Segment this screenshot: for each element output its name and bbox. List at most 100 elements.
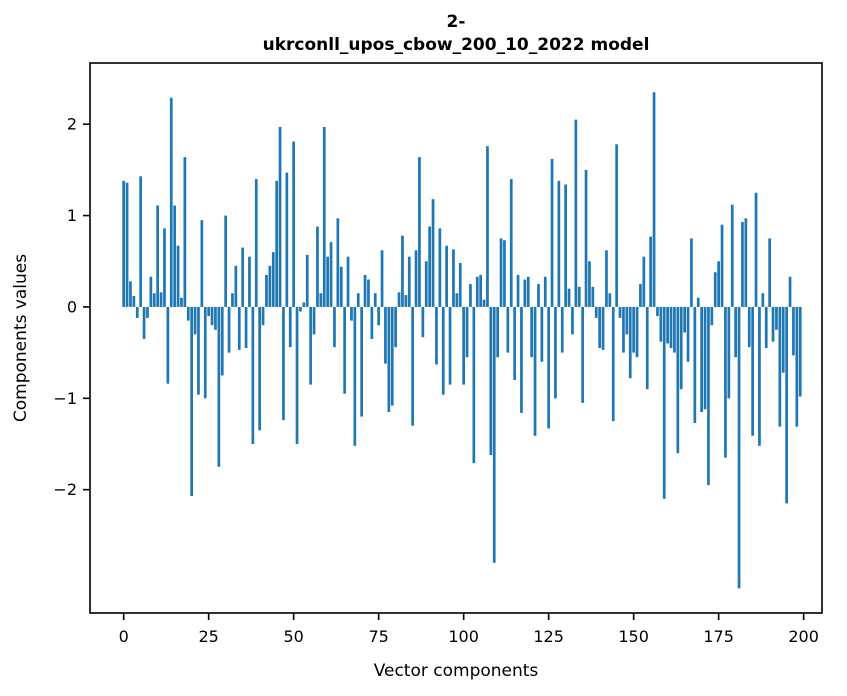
bar [662,306,666,499]
bar [513,306,517,381]
bar [622,306,625,353]
bar [401,235,404,307]
bar [764,306,768,349]
x-tick-label: 150 [618,627,649,646]
x-tick-label: 0 [119,627,129,646]
bar [577,286,581,307]
bar [679,306,683,390]
bar [686,306,690,362]
bar [129,281,132,307]
bar [666,306,669,344]
bar [183,157,187,307]
bar [673,306,676,353]
x-axis-label: Vector components [374,661,539,681]
bar [703,306,707,410]
bar [482,299,486,307]
bar [227,306,231,353]
bar [591,286,595,307]
bar [421,306,425,338]
bar [197,306,200,395]
bar [370,306,374,339]
bar [571,306,574,335]
bar [251,306,255,444]
bar [615,144,619,307]
bar [210,306,214,326]
bar [526,276,530,307]
bar [754,192,758,307]
bar [537,284,540,307]
bar [462,306,466,385]
bar [503,240,506,307]
bar [727,306,731,399]
bar [588,261,591,307]
bar [758,306,761,446]
bar [458,263,462,307]
bar [176,245,180,307]
bar [411,306,415,426]
bar [724,306,727,458]
bar [496,306,500,358]
y-tick-label: −2 [53,480,77,499]
bar [605,250,608,307]
bar [438,228,442,307]
chart-title-line1: 2- [447,12,466,32]
bar [486,146,489,307]
bar [424,261,428,307]
bar [761,293,765,307]
bar [142,306,146,339]
bar [734,306,737,358]
bar [448,306,452,385]
bar [322,126,326,307]
bar [278,126,282,307]
bar [720,224,724,307]
bar [414,250,418,307]
bar [781,306,785,373]
bar [642,256,646,307]
bar [543,276,547,307]
bar [180,297,183,307]
bar [744,218,748,307]
bar [547,306,551,429]
bar [254,179,258,307]
bar [207,306,211,317]
bar [241,247,245,307]
bar [540,306,544,362]
bar [288,306,292,348]
bar [380,250,384,307]
bar [166,306,170,384]
bar [435,306,438,365]
bar [234,265,238,307]
bar [741,221,744,307]
bar [377,306,381,326]
x-axis-ticks: 0 25 50 75 100 125 150 175 200 [119,613,819,646]
bar [271,252,275,307]
bar [649,236,652,307]
bar [788,276,792,307]
bar [363,274,367,307]
bar [268,265,272,307]
x-tick-label: 75 [368,627,388,646]
bar [220,306,224,376]
bar [356,293,360,307]
bar [785,306,788,504]
bar [533,306,537,436]
bar [717,261,720,307]
y-tick-label: −1 [53,389,77,408]
bar [560,306,564,353]
bar [639,284,642,307]
bar [159,292,163,307]
bar [659,306,663,342]
bar [394,306,398,348]
bar [329,242,333,307]
bar [509,179,513,307]
bar [350,306,353,321]
bar [231,293,234,307]
bar [418,157,421,307]
bar [193,306,197,335]
bar [696,297,700,307]
bar [652,92,656,307]
bar [598,306,602,349]
bar [404,295,408,307]
